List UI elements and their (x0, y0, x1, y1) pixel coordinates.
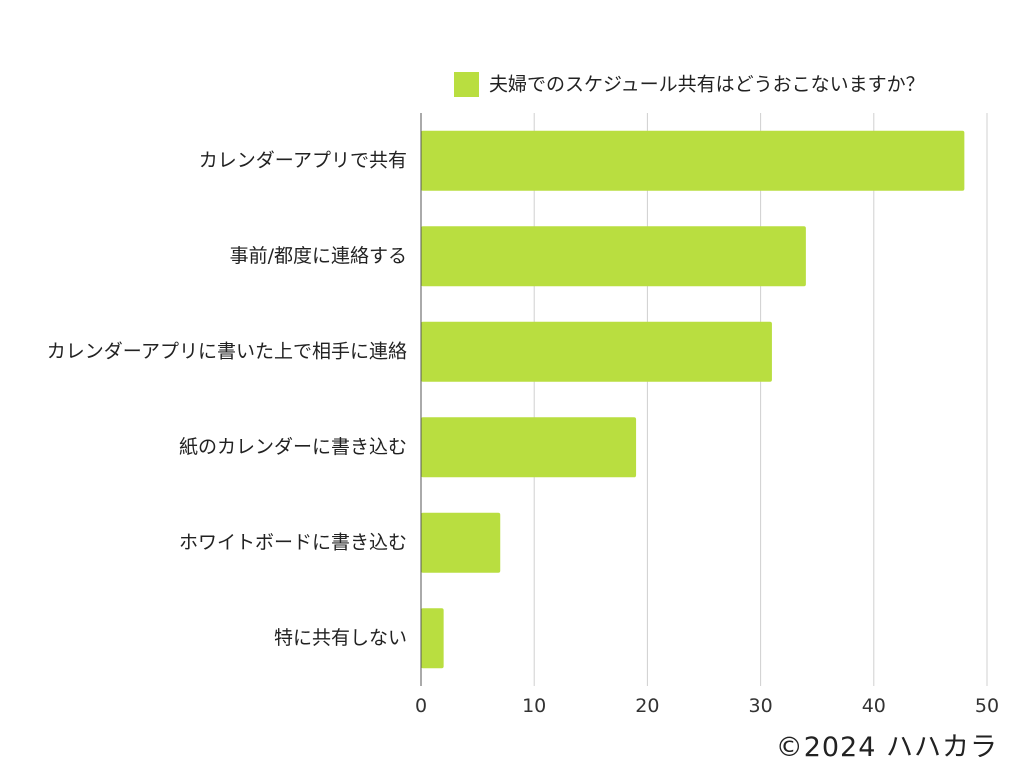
x-tick-labels: 0 10 20 30 40 50 (415, 695, 999, 717)
category-label: 紙のカレンダーに書き込む (179, 436, 407, 458)
category-label: 事前/都度に連絡する (230, 245, 407, 267)
bar (421, 608, 444, 669)
bar (421, 321, 772, 382)
category-labels: カレンダーアプリで共有事前/都度に連絡するカレンダーアプリに書いた上で相手に連絡… (47, 149, 407, 649)
x-tick-label: 10 (522, 695, 546, 717)
x-tick-label: 30 (749, 695, 773, 717)
legend: 夫婦でのスケジュール共有はどうおこないますか？ (454, 72, 925, 97)
bar (421, 226, 806, 287)
x-tick-label: 20 (635, 695, 659, 717)
x-tick-label: 0 (415, 695, 427, 717)
category-label: カレンダーアプリに書いた上で相手に連絡 (47, 340, 407, 362)
bar (421, 130, 965, 191)
x-tick-label: 50 (975, 695, 999, 717)
copyright-text: ©2024 ハハカラ (775, 732, 998, 763)
category-label: ホワイトボードに書き込む (179, 531, 407, 553)
category-label: 特に共有しない (274, 627, 407, 649)
category-label: カレンダーアプリで共有 (199, 149, 407, 171)
bar (421, 417, 637, 478)
bars-group (421, 130, 965, 669)
legend-label: 夫婦でのスケジュール共有はどうおこないますか？ (489, 74, 925, 96)
bar (421, 512, 501, 573)
x-tick-label: 40 (862, 695, 886, 717)
grid-lines (533, 113, 988, 686)
legend-swatch (454, 72, 479, 97)
